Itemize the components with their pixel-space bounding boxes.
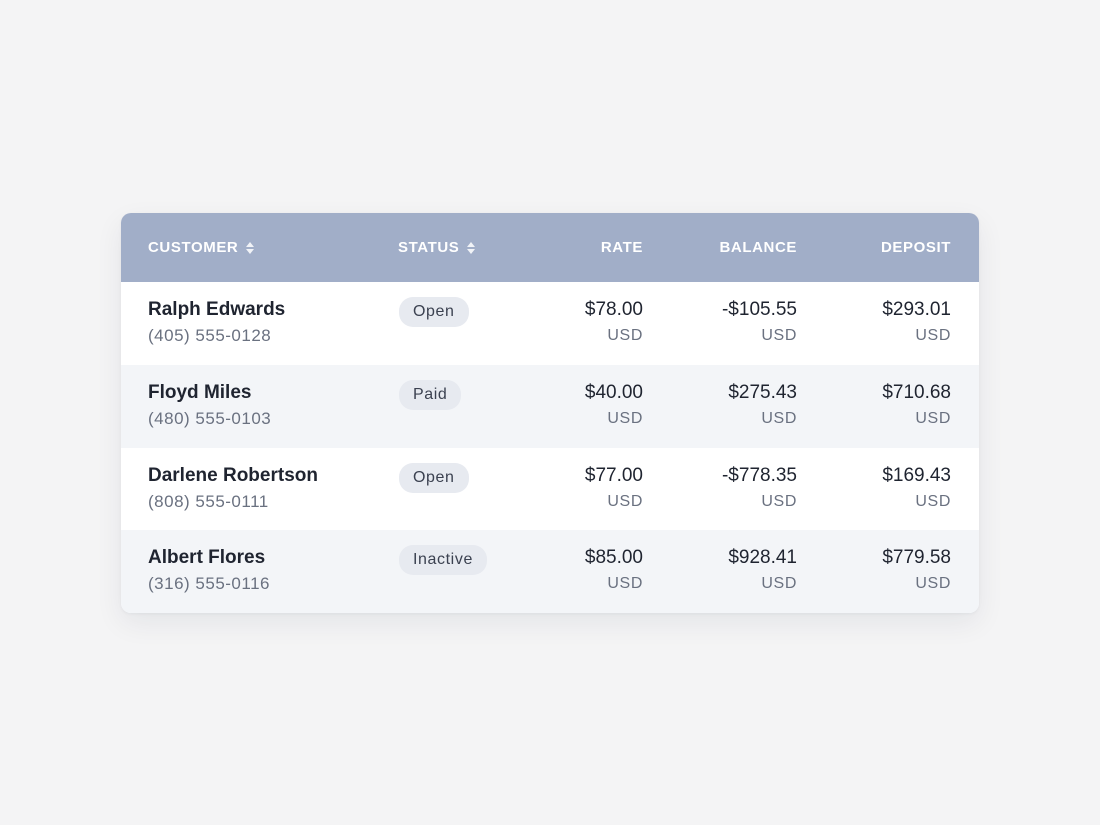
customer-table: CUSTOMER STATUS RATE BALANCE DEPOSIT Ral…: [121, 213, 979, 613]
balance-currency: USD: [761, 409, 797, 427]
customer-name: Floyd Miles: [148, 381, 252, 403]
balance-value: $928.41: [728, 547, 797, 569]
deposit-value: $779.58: [882, 547, 951, 569]
header-deposit-label: DEPOSIT: [880, 239, 951, 256]
rate-currency: USD: [607, 575, 643, 593]
header-deposit: DEPOSIT: [841, 213, 951, 282]
balance-value: $275.43: [728, 381, 797, 403]
status-cell: Open: [399, 462, 469, 493]
customer-cell: Albert Flores (316) 555-0116: [148, 547, 270, 594]
status-cell: Open: [399, 297, 469, 327]
deposit-cell: $293.01 USD: [841, 299, 951, 346]
customer-name: Darlene Robertson: [148, 464, 318, 486]
rate-cell: $78.00 USD: [541, 299, 643, 346]
header-rate-label: RATE: [600, 239, 643, 256]
header-rate: RATE: [541, 213, 643, 282]
header-customer-label: CUSTOMER: [148, 239, 239, 256]
table-row[interactable]: Darlene Robertson (808) 555-0111 Open $7…: [121, 448, 979, 531]
rate-value: $77.00: [584, 464, 643, 486]
rate-value: $40.00: [584, 381, 643, 403]
customer-phone: (480) 555-0103: [148, 408, 272, 428]
rate-cell: $77.00 USD: [541, 465, 643, 512]
deposit-currency: USD: [915, 409, 951, 427]
balance-value: -$105.55: [721, 299, 797, 320]
balance-currency: USD: [761, 492, 797, 510]
rate-currency: USD: [607, 492, 643, 510]
rate-cell: $40.00 USD: [541, 382, 643, 429]
customer-cell: Ralph Edwards (405) 555-0128: [148, 299, 285, 346]
rate-cell: $85.00 USD: [541, 547, 643, 594]
header-balance-label: BALANCE: [719, 239, 797, 256]
customer-name: Ralph Edwards: [148, 299, 286, 320]
customer-cell: Darlene Robertson (808) 555-0111: [148, 465, 318, 512]
table-header: CUSTOMER STATUS RATE BALANCE DEPOSIT: [121, 213, 979, 282]
header-balance: BALANCE: [681, 213, 797, 282]
header-status[interactable]: STATUS: [398, 213, 476, 282]
status-cell: Inactive: [399, 545, 487, 576]
balance-currency: USD: [761, 327, 797, 344]
customer-name: Albert Flores: [148, 547, 266, 569]
status-badge: Open: [399, 297, 469, 327]
customer-cell: Floyd Miles (480) 555-0103: [148, 382, 271, 429]
balance-cell: -$105.55 USD: [681, 299, 797, 346]
customer-phone: (808) 555-0111: [148, 491, 269, 511]
balance-currency: USD: [761, 575, 797, 593]
deposit-currency: USD: [915, 575, 951, 593]
deposit-cell: $779.58 USD: [841, 547, 951, 594]
header-status-label: STATUS: [398, 239, 460, 256]
deposit-cell: $710.68 USD: [841, 382, 951, 429]
customer-phone: (316) 555-0116: [148, 574, 270, 594]
sort-icon[interactable]: [246, 241, 255, 254]
deposit-currency: USD: [915, 327, 951, 344]
table-row[interactable]: Ralph Edwards (405) 555-0128 Open $78.00…: [121, 282, 979, 365]
balance-cell: $275.43 USD: [681, 382, 797, 429]
rate-currency: USD: [607, 409, 643, 427]
deposit-currency: USD: [915, 492, 951, 510]
rate-currency: USD: [607, 327, 643, 344]
deposit-value: $293.01: [882, 299, 951, 320]
status-badge: Inactive: [399, 545, 487, 576]
rate-value: $78.00: [584, 299, 643, 320]
rate-value: $85.00: [584, 547, 643, 569]
status-badge: Paid: [399, 379, 462, 410]
header-customer[interactable]: CUSTOMER: [148, 213, 255, 282]
deposit-value: $169.43: [882, 464, 951, 486]
status-badge: Open: [399, 462, 469, 493]
balance-value: -$778.35: [721, 464, 797, 486]
table-row[interactable]: Floyd Miles (480) 555-0103 Paid $40.00 U…: [121, 364, 979, 448]
table-row[interactable]: Albert Flores (316) 555-0116 Inactive $8…: [121, 530, 979, 613]
sort-icon[interactable]: [467, 241, 476, 254]
balance-cell: $928.41 USD: [681, 547, 797, 594]
deposit-cell: $169.43 USD: [841, 465, 951, 512]
deposit-value: $710.68: [882, 381, 951, 403]
customer-phone: (405) 555-0128: [148, 326, 272, 345]
balance-cell: -$778.35 USD: [681, 465, 797, 512]
status-cell: Paid: [399, 379, 462, 410]
